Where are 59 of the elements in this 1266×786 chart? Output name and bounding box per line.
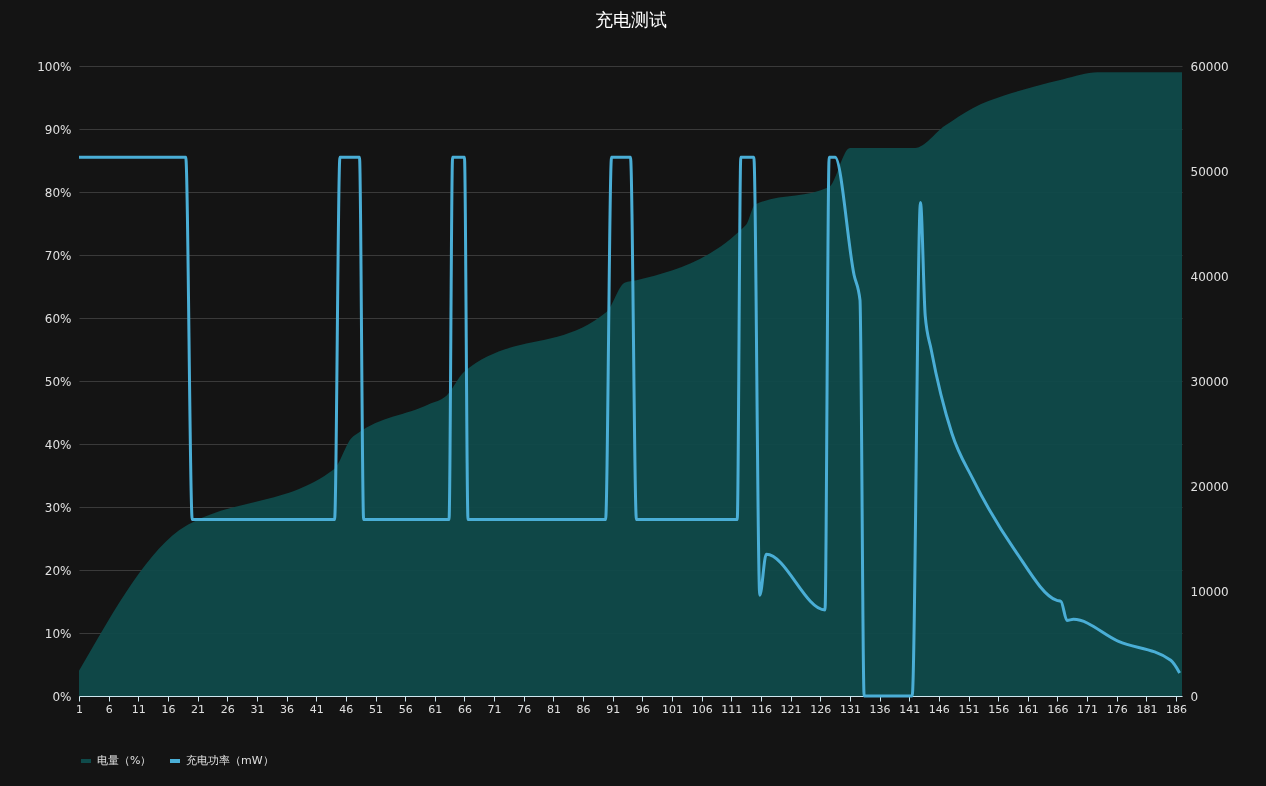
x-tick-label: 36: [280, 702, 295, 716]
legend-label: 电量（%）: [97, 754, 152, 767]
y2-tick-label: 50000: [1190, 164, 1229, 179]
x-tick-label: 41: [309, 702, 324, 716]
y-tick-label: 60%: [44, 311, 72, 326]
x-tick-label: 51: [369, 702, 384, 716]
x-tick-label: 26: [220, 702, 235, 716]
y-tick-label: 70%: [44, 248, 72, 263]
x-tick-label: 136: [869, 702, 891, 716]
x-tick-label: 186: [1166, 702, 1188, 716]
x-tick-label: 101: [662, 702, 684, 716]
x-tick-label: 131: [839, 702, 861, 716]
x-tick-label: 76: [517, 702, 532, 716]
y2-tick-label: 0: [1190, 689, 1199, 704]
chart-title: 充电测试: [594, 9, 667, 30]
x-tick-label: 56: [398, 702, 413, 716]
x-tick-label: 151: [958, 702, 980, 716]
y2-tick-label: 60000: [1190, 59, 1229, 74]
y-tick-label: 100%: [37, 59, 72, 74]
x-tick-label: 156: [988, 702, 1010, 716]
x-tick-label: 16: [161, 702, 176, 716]
x-tick-label: 86: [576, 702, 591, 716]
x-tick-label: 6: [105, 702, 113, 716]
x-tick-label: 66: [457, 702, 472, 716]
y-tick-label: 50%: [44, 374, 72, 389]
x-tick-label: 1: [76, 702, 83, 716]
y-tick-label: 10%: [44, 626, 72, 641]
x-tick-label: 21: [191, 702, 206, 716]
x-tick-label: 141: [899, 702, 921, 716]
x-tick-label: 181: [1136, 702, 1158, 716]
y-tick-label: 80%: [44, 185, 72, 200]
x-tick-label: 111: [721, 702, 743, 716]
x-tick-label: 31: [250, 702, 265, 716]
y-tick-label: 40%: [44, 437, 72, 452]
x-tick-label: 146: [928, 702, 950, 716]
x-tick-label: 71: [487, 702, 502, 716]
x-tick-label: 166: [1047, 702, 1069, 716]
x-tick-label: 46: [339, 702, 354, 716]
x-tick-label: 11: [131, 702, 146, 716]
y2-tick-label: 40000: [1190, 269, 1229, 284]
legend-label: 充电功率（mW）: [186, 754, 274, 767]
y2-tick-label: 20000: [1190, 479, 1229, 494]
x-tick-label: 176: [1106, 702, 1128, 716]
y-tick-label: 30%: [44, 500, 72, 515]
y-tick-label: 90%: [44, 122, 72, 137]
x-tick-label: 96: [635, 702, 650, 716]
y2-tick-label: 10000: [1190, 584, 1229, 599]
x-tick-label: 171: [1077, 702, 1099, 716]
x-tick-label: 91: [606, 702, 621, 716]
x-tick-label: 126: [810, 702, 832, 716]
x-tick-label: 116: [750, 702, 772, 716]
y2-tick-label: 30000: [1190, 374, 1229, 389]
x-tick-label: 161: [1017, 702, 1039, 716]
y-tick-label: 0%: [52, 689, 72, 704]
x-tick-label: 81: [546, 702, 561, 716]
y-tick-label: 20%: [44, 563, 72, 578]
x-tick-label: 61: [428, 702, 443, 716]
x-tick-label: 106: [691, 702, 713, 716]
x-tick-label: 121: [780, 702, 802, 716]
